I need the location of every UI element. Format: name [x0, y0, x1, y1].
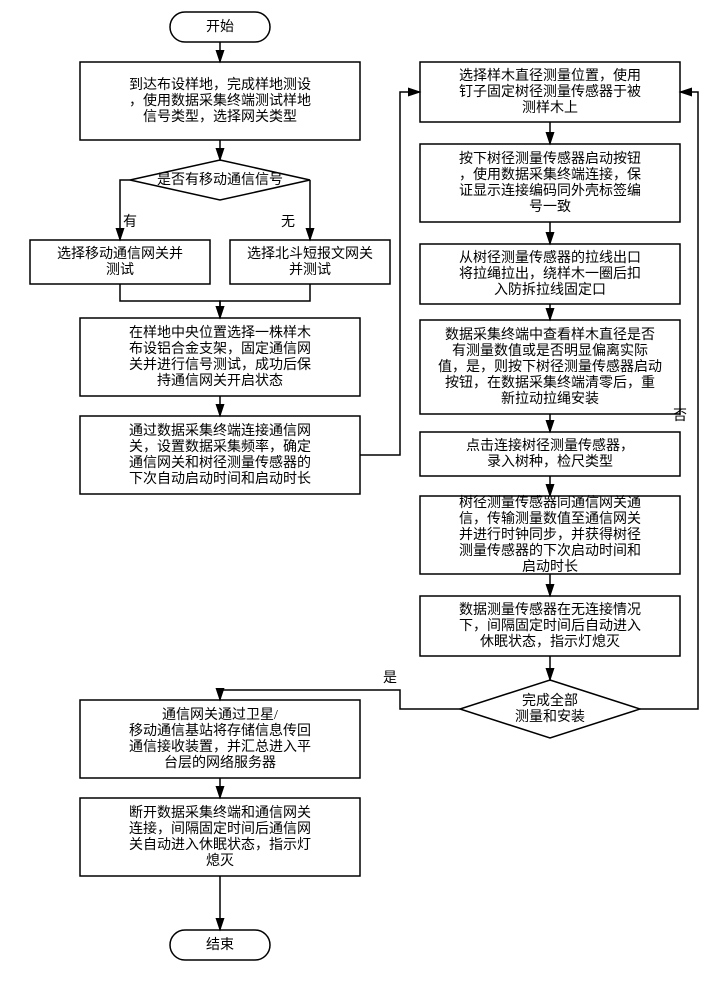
- svg-text:持通信网关开启状态: 持通信网关开启状态: [157, 373, 283, 389]
- svg-text:新拉动拉绳安装: 新拉动拉绳安装: [501, 391, 599, 407]
- svg-text:关自动进入休眠状态，指示灯: 关自动进入休眠状态，指示灯: [129, 837, 311, 853]
- svg-text:并测试: 并测试: [289, 262, 331, 278]
- flow-node: 选择样木直径测量位置，使用钉子固定树径测量传感器于被测样木上: [420, 62, 680, 122]
- flow-node: 数据采集终端中查看样木直径是否有测量数值或是否明显偏离实际值，是，则按下树径测量…: [420, 320, 680, 414]
- svg-text:熄灭: 熄灭: [206, 852, 234, 869]
- svg-text:到达布设样地，完成样地测设: 到达布设样地，完成样地测设: [129, 77, 311, 93]
- flow-node: 从树径测量传感器的拉线出口将拉绳拉出，绕样木一圈后扣入防拆拉线固定口: [420, 244, 680, 304]
- flow-node: 通过数据采集终端连接通信网关，设置数据采集频率，确定通信网关和树径测量传感器的下…: [80, 416, 360, 494]
- svg-text:测量和安装: 测量和安装: [515, 709, 585, 725]
- svg-text:号一致: 号一致: [529, 199, 571, 215]
- edge-label: 是: [383, 671, 397, 686]
- svg-text:通信网关和树径测量传感器的: 通信网关和树径测量传感器的: [129, 454, 311, 471]
- svg-text:数据测量传感器在无连接情况: 数据测量传感器在无连接情况: [459, 601, 641, 618]
- edge-label: 无: [281, 215, 295, 230]
- flow-node: 数据测量传感器在无连接情况下，间隔固定时间后自动进入休眠状态，指示灯熄灭: [420, 596, 680, 656]
- edge-label: 否: [673, 409, 687, 424]
- svg-text:测量传感器的下次启动时间和: 测量传感器的下次启动时间和: [459, 542, 641, 559]
- svg-text:完成全部: 完成全部: [522, 692, 578, 709]
- svg-text:通过数据采集终端连接通信网: 通过数据采集终端连接通信网: [129, 422, 311, 439]
- flow-node: 开始: [170, 12, 270, 42]
- svg-text:下次自动启动时间和启动时长: 下次自动启动时间和启动时长: [129, 471, 311, 487]
- svg-text:断开数据采集终端和通信网关: 断开数据采集终端和通信网关: [129, 804, 311, 821]
- flow-node: 到达布设样地，完成样地测设，使用数据采集终端测试样地信号类型，选择网关类型: [80, 62, 360, 140]
- svg-text:入防拆拉线固定口: 入防拆拉线固定口: [494, 282, 606, 298]
- svg-text:，使用数据采集终端测试样地: ，使用数据采集终端测试样地: [129, 92, 311, 109]
- flow-node: 在样地中央位置选择一株样木布设铝合金支架，固定通信网关并进行信号测试，成功后保持…: [80, 318, 360, 396]
- svg-text:测样木上: 测样木上: [522, 100, 578, 116]
- svg-text:通信接收装置，并汇总进入平: 通信接收装置，并汇总进入平: [129, 738, 311, 755]
- svg-text:并进行时钟同步，并获得树径: 并进行时钟同步，并获得树径: [459, 526, 641, 543]
- svg-text:连接，间隔固定时间后通信网: 连接，间隔固定时间后通信网: [129, 820, 311, 837]
- flow-node: 按下树径测量传感器启动按钮，使用数据采集终端连接，保证显示连接编码同外壳标签编号…: [420, 144, 680, 222]
- svg-text:在样地中央位置选择一株样木: 在样地中央位置选择一株样木: [129, 325, 311, 341]
- svg-text:录入树种，检尺类型: 录入树种，检尺类型: [487, 454, 613, 470]
- svg-text:开始: 开始: [206, 19, 234, 35]
- edge-label: 有: [123, 214, 137, 230]
- svg-text:将拉绳拉出，绕样木一圈后扣: 将拉绳拉出，绕样木一圈后扣: [459, 266, 641, 282]
- svg-text:点击连接树径测量传感器，: 点击连接树径测量传感器，: [466, 437, 634, 454]
- flow-node: 断开数据采集终端和通信网关连接，间隔固定时间后通信网关自动进入休眠状态，指示灯熄…: [80, 798, 360, 876]
- svg-text:关，设置数据采集频率，确定: 关，设置数据采集频率，确定: [129, 438, 311, 455]
- svg-text:按下树径测量传感器启动按钮: 按下树径测量传感器启动按钮: [459, 150, 641, 167]
- svg-text:选择样木直径测量位置，使用: 选择样木直径测量位置，使用: [459, 67, 641, 84]
- svg-text:布设铝合金支架，固定通信网: 布设铝合金支架，固定通信网: [129, 341, 311, 357]
- svg-text:台层的网络服务器: 台层的网络服务器: [164, 755, 276, 771]
- flow-node: 结束: [170, 930, 270, 960]
- flow-node: 是否有移动通信信号: [130, 160, 310, 200]
- svg-text:信，传输测量数值至通信网关: 信，传输测量数值至通信网关: [459, 511, 641, 527]
- svg-text:钉子固定树径测量传感器于被: 钉子固定树径测量传感器于被: [459, 83, 641, 100]
- flow-node: 点击连接树径测量传感器，录入树种，检尺类型: [420, 432, 680, 476]
- svg-text:选择北斗短报文网关: 选择北斗短报文网关: [247, 246, 373, 262]
- svg-text:从树径测量传感器的拉线出口: 从树径测量传感器的拉线出口: [459, 249, 641, 266]
- svg-text:证显示连接编码同外壳标签编: 证显示连接编码同外壳标签编: [459, 182, 641, 199]
- flow-node: 通信网关通过卫星/移动通信基站将存储信息传回通信接收装置，并汇总进入平台层的网络…: [80, 700, 360, 778]
- svg-text:是否有移动通信信号: 是否有移动通信信号: [157, 172, 283, 188]
- svg-text:下，间隔固定时间后自动进入: 下，间隔固定时间后自动进入: [459, 618, 641, 634]
- flow-node: 完成全部测量和安装: [460, 680, 640, 738]
- svg-text:启动时长: 启动时长: [522, 559, 578, 575]
- svg-text:移动通信基站将存储信息传回: 移动通信基站将存储信息传回: [129, 722, 311, 739]
- flow-node: 选择北斗短报文网关并测试: [230, 240, 390, 284]
- svg-text:结束: 结束: [206, 937, 234, 953]
- flow-node: 树径测量传感器同通信网关通信，传输测量数值至通信网关并进行时钟同步，并获得树径测…: [420, 494, 680, 575]
- svg-text:通信网关通过卫星/: 通信网关通过卫星/: [162, 707, 278, 723]
- svg-text:测试: 测试: [106, 262, 134, 278]
- flow-node: 选择移动通信网关并测试: [30, 240, 210, 284]
- svg-text:数据采集终端中查看样木直径是否: 数据采集终端中查看样木直径是否: [445, 326, 655, 343]
- svg-text:值，是，则按下树径测量传感器启动: 值，是，则按下树径测量传感器启动: [438, 358, 662, 375]
- svg-text:树径测量传感器同通信网关通: 树径测量传感器同通信网关通: [459, 494, 641, 511]
- svg-text:关并进行信号测试，成功后保: 关并进行信号测试，成功后保: [129, 357, 311, 373]
- svg-text:信号类型，选择网关类型: 信号类型，选择网关类型: [143, 109, 297, 125]
- svg-text:有测量数值或是否明显偏离实际: 有测量数值或是否明显偏离实际: [452, 342, 648, 359]
- svg-text:选择移动通信网关并: 选择移动通信网关并: [57, 246, 183, 262]
- svg-text:按钮，在数据采集终端清零后，重: 按钮，在数据采集终端清零后，重: [445, 374, 655, 391]
- svg-text:休眠状态，指示灯熄灭: 休眠状态，指示灯熄灭: [480, 633, 620, 650]
- svg-text:，使用数据采集终端连接，保: ，使用数据采集终端连接，保: [459, 166, 641, 183]
